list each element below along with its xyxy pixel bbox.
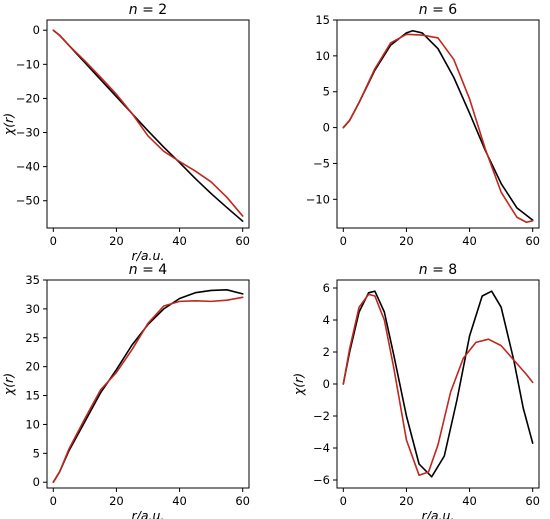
x-tick-label: 40	[172, 234, 187, 248]
y-tick-label: 5	[323, 85, 330, 99]
x-tick-label: 40	[462, 234, 477, 248]
x-axis-label: r/a.u.	[132, 248, 165, 263]
x-tick-label: 20	[399, 494, 414, 508]
y-axis-label: χ(r)	[291, 373, 306, 396]
y-tick-label: 10	[25, 417, 40, 431]
series-line-red	[52, 296, 244, 484]
y-tick-label: −30	[16, 126, 40, 140]
x-tick-label: 20	[399, 234, 414, 248]
y-axis-label: χ(r)	[1, 373, 16, 396]
x-tick-label: 60	[525, 234, 540, 248]
series-line-black	[52, 289, 244, 484]
axes-frame	[46, 279, 250, 489]
y-tick-label: 6	[323, 281, 330, 295]
y-tick-label: −2	[313, 409, 330, 423]
y-tick-label: −10	[16, 57, 40, 71]
series-line-black	[342, 290, 534, 478]
y-tick-label: −4	[313, 441, 330, 455]
series-line-red	[52, 29, 244, 217]
y-tick-label: 0	[33, 23, 40, 37]
y-tick-label: 0	[323, 377, 330, 391]
axes-frame	[336, 19, 540, 229]
y-tick-label: 25	[25, 331, 40, 345]
y-axis-label: χ(r)	[1, 113, 16, 136]
y-tick-label: −5	[313, 156, 330, 170]
axes-frame	[336, 279, 540, 489]
x-tick-label: 60	[525, 494, 540, 508]
y-tick-label: 20	[25, 360, 40, 374]
x-tick-label: 60	[235, 234, 250, 248]
y-tick-label: 0	[33, 475, 40, 489]
chart-title: n = 8	[419, 262, 457, 278]
chart-title: n = 2	[129, 2, 167, 18]
x-tick-label: 0	[50, 234, 57, 248]
x-tick-label: 60	[235, 494, 250, 508]
y-tick-label: 15	[315, 13, 330, 27]
y-tick-label: 15	[25, 389, 40, 403]
y-tick-label: 10	[315, 49, 330, 63]
y-tick-label: −20	[16, 91, 40, 105]
y-tick-label: 30	[25, 302, 40, 316]
x-tick-label: 0	[50, 494, 57, 508]
y-tick-label: 4	[323, 313, 330, 327]
x-tick-label: 0	[340, 234, 347, 248]
y-tick-label: 35	[25, 273, 40, 287]
y-tick-label: −10	[306, 192, 330, 206]
y-tick-label: 5	[33, 446, 40, 460]
y-tick-label: 0	[323, 121, 330, 135]
chart-title: n = 4	[129, 262, 168, 278]
x-tick-label: 40	[172, 494, 187, 508]
chart-title: n = 6	[419, 2, 458, 18]
y-tick-label: 2	[323, 345, 330, 359]
x-tick-label: 20	[109, 494, 124, 508]
series-line-black	[342, 29, 534, 221]
y-tick-label: −40	[16, 160, 40, 174]
y-tick-label: −50	[16, 194, 40, 208]
x-axis-label: r/a.u.	[132, 508, 165, 519]
x-tick-label: 20	[109, 234, 124, 248]
x-tick-label: 40	[462, 494, 477, 508]
axes-frame	[46, 19, 250, 229]
x-axis-label: r/a.u.	[422, 508, 455, 519]
series-line-red	[342, 33, 534, 224]
x-tick-label: 0	[340, 494, 347, 508]
series-line-red	[342, 293, 534, 476]
y-tick-label: −6	[313, 473, 330, 487]
